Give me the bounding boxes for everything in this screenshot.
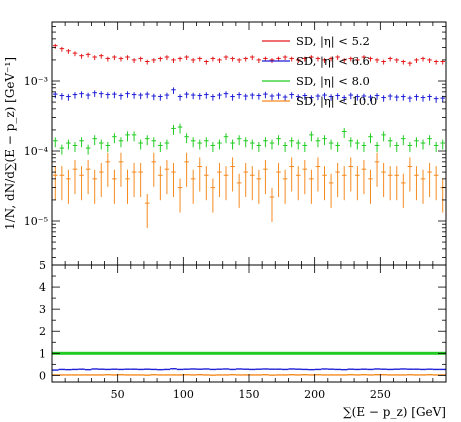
x-tick-label: 250 (370, 388, 391, 401)
main-frame (51, 21, 447, 266)
x-tick-label: 200 (304, 388, 325, 401)
ratio-reference-line (52, 351, 446, 355)
x-axis-title: ∑(E − p_z) [GeV] (343, 405, 446, 419)
legend-label: SD, |η| < 6.6 (296, 54, 370, 69)
ratio-y-tick-label: 0 (39, 369, 46, 382)
ratio-frame (51, 264, 447, 383)
ratio-y-tick-label: 1 (39, 347, 46, 360)
x-tick-label: 100 (173, 388, 194, 401)
main-panel-marks (53, 43, 445, 229)
y-tick-label: 10⁻³ (24, 75, 48, 88)
legend-label: SD, |η| < 5.2 (296, 34, 370, 49)
legend-label: SD, |η| < 8.0 (296, 74, 370, 89)
x-tick-label: 50 (111, 388, 125, 401)
y-axis-title: 1/N, dN/d∑(E − p_z) [GeV⁻¹] (3, 57, 17, 230)
ratio-y-tick-label: 5 (39, 259, 46, 272)
y-tick-label: 10⁻⁵ (24, 215, 48, 228)
ratio-y-tick-label: 3 (39, 303, 46, 316)
ratio-y-tick-label: 2 (39, 325, 46, 338)
ratio-y-tick-label: 4 (39, 281, 46, 294)
y-tick-label: 10⁻⁴ (24, 145, 49, 158)
axes: 10⁻³ 10⁻⁴ 10⁻⁵ 50 100 150 200 250 0 1 2 3 4 5 (24, 21, 447, 401)
legend-label: SD, |η| < 10.0 (296, 94, 377, 109)
legend: SD, |η| < 5.2 SD, |η| < 6.6 SD, |η| < 8.0 S… (262, 34, 377, 109)
ratio-panel-marks (52, 351, 446, 376)
x-tick-label: 150 (239, 388, 260, 401)
